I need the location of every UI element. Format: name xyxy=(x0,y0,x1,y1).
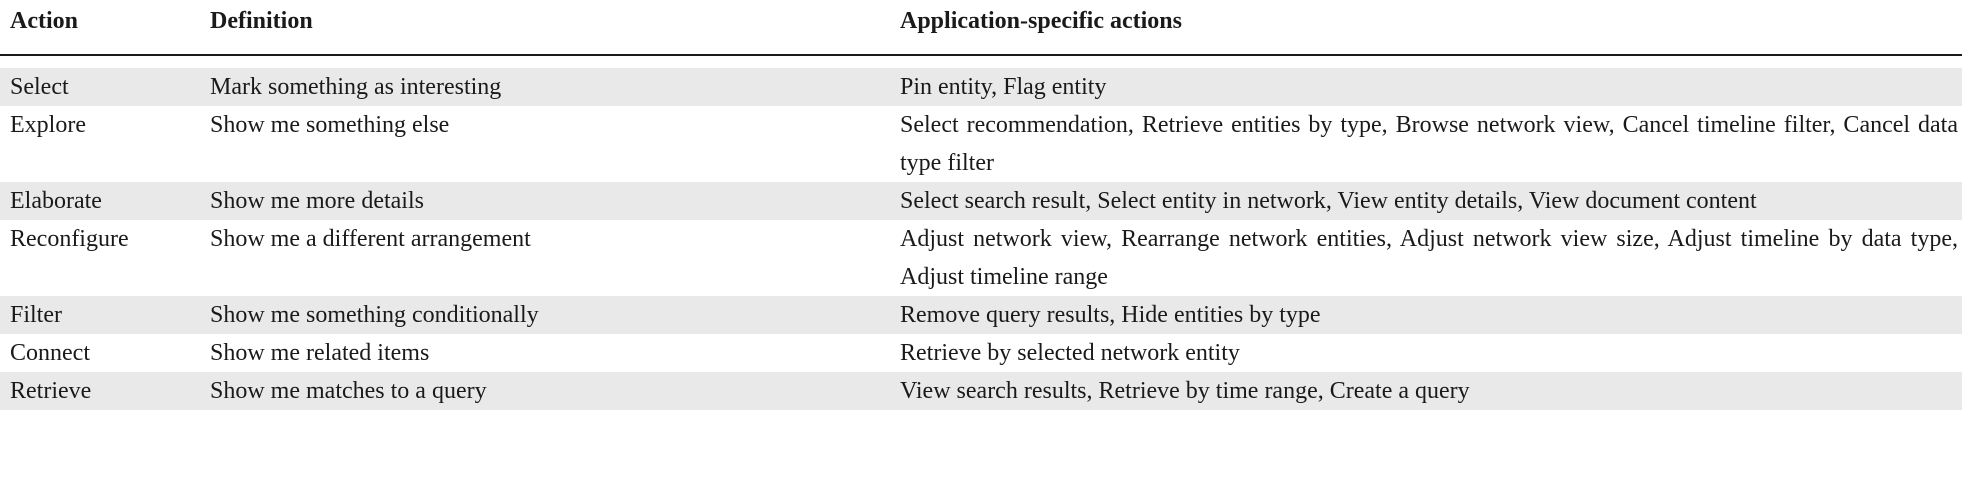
application-actions-cell: Adjust network view, Rearrange network e… xyxy=(890,220,1962,296)
header-spacer xyxy=(0,55,1962,68)
table-header: Action Definition Application-specific a… xyxy=(0,0,1962,56)
table-row: Elaborate Show me more details Select se… xyxy=(0,182,1962,220)
header-application-actions: Application-specific actions xyxy=(890,0,1962,56)
header-definition: Definition xyxy=(200,0,890,56)
definition-cell: Mark something as interesting xyxy=(200,68,890,106)
table-row: Filter Show me something conditionally R… xyxy=(0,296,1962,334)
definition-cell: Show me related items xyxy=(200,334,890,372)
table-row: Select Mark something as interesting Pin… xyxy=(0,68,1962,106)
action-table: Action Definition Application-specific a… xyxy=(0,0,1962,410)
application-actions-cell: Pin entity, Flag entity xyxy=(890,68,1962,106)
action-cell: Retrieve xyxy=(0,372,200,410)
action-cell: Filter xyxy=(0,296,200,334)
definition-cell: Show me matches to a query xyxy=(200,372,890,410)
application-actions-cell: Select recommendation, Retrieve entities… xyxy=(890,106,1962,182)
application-actions-cell: Retrieve by selected network entity xyxy=(890,334,1962,372)
table-row: Connect Show me related items Retrieve b… xyxy=(0,334,1962,372)
table-row: Explore Show me something else Select re… xyxy=(0,106,1962,182)
application-actions-cell: View search results, Retrieve by time ra… xyxy=(890,372,1962,410)
header-action: Action xyxy=(0,0,200,56)
definition-cell: Show me something conditionally xyxy=(200,296,890,334)
definition-cell: Show me a different arrangement xyxy=(200,220,890,296)
table-row: Reconfigure Show me a different arrangem… xyxy=(0,220,1962,296)
action-cell: Explore xyxy=(0,106,200,182)
application-actions-cell: Remove query results, Hide entities by t… xyxy=(890,296,1962,334)
action-cell: Elaborate xyxy=(0,182,200,220)
definition-cell: Show me something else xyxy=(200,106,890,182)
action-cell: Connect xyxy=(0,334,200,372)
definition-cell: Show me more details xyxy=(200,182,890,220)
action-cell: Select xyxy=(0,68,200,106)
header-row: Action Definition Application-specific a… xyxy=(0,0,1962,56)
spacer-cell xyxy=(0,55,1962,68)
table-row: Retrieve Show me matches to a query View… xyxy=(0,372,1962,410)
application-actions-cell: Select search result, Select entity in n… xyxy=(890,182,1962,220)
table-body: Select Mark something as interesting Pin… xyxy=(0,55,1962,410)
action-cell: Reconfigure xyxy=(0,220,200,296)
